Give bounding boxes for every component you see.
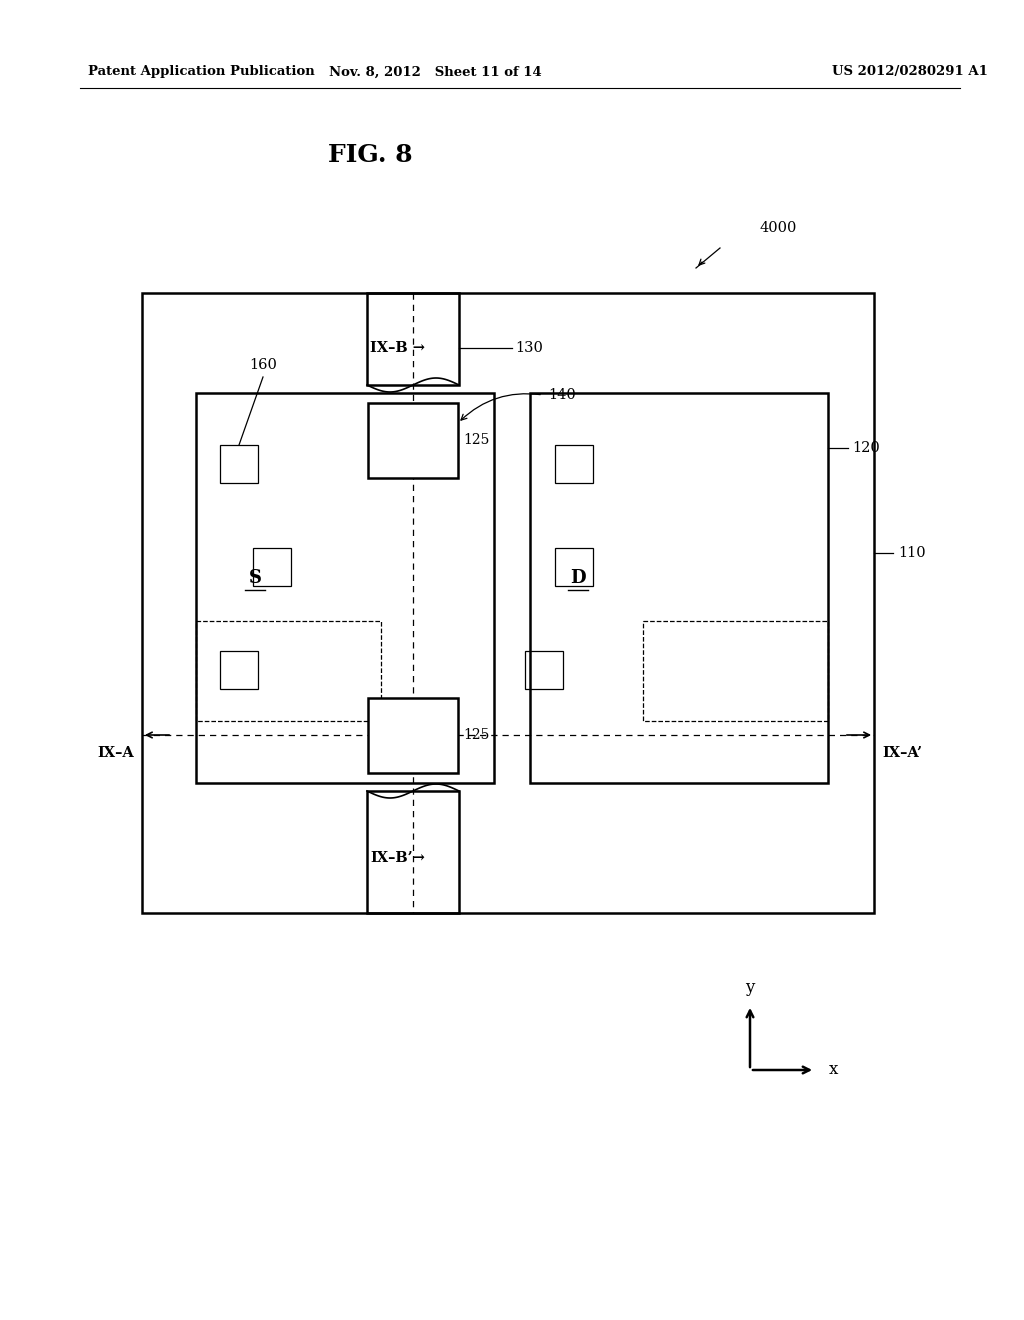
Text: x: x [828, 1061, 838, 1078]
Bar [196, 620, 381, 721]
Bar [525, 651, 563, 689]
Bar [530, 393, 828, 783]
Bar [368, 698, 458, 774]
Text: Patent Application Publication: Patent Application Publication [88, 66, 314, 78]
Text: IX–A’: IX–A’ [882, 746, 922, 760]
Text: 120: 120 [852, 441, 880, 455]
Text: 110: 110 [898, 546, 926, 561]
Bar [555, 445, 593, 483]
Text: 160: 160 [249, 358, 276, 372]
Text: 4000: 4000 [760, 220, 798, 235]
Bar [253, 548, 291, 586]
Text: 125: 125 [463, 433, 489, 447]
Text: D: D [570, 569, 586, 587]
Text: 125: 125 [463, 729, 489, 742]
Bar [367, 293, 459, 385]
Text: 130: 130 [515, 341, 543, 355]
Text: IX–A: IX–A [97, 746, 134, 760]
Bar [196, 393, 494, 783]
Text: US 2012/0280291 A1: US 2012/0280291 A1 [833, 66, 988, 78]
Text: y: y [745, 978, 755, 995]
Bar [643, 620, 828, 721]
Bar [220, 651, 258, 689]
Text: FIG. 8: FIG. 8 [328, 143, 413, 168]
Text: IX–B →: IX–B → [370, 341, 425, 355]
Text: Nov. 8, 2012   Sheet 11 of 14: Nov. 8, 2012 Sheet 11 of 14 [329, 66, 542, 78]
Bar [368, 403, 458, 478]
Text: S: S [249, 569, 261, 587]
Bar [367, 791, 459, 913]
Text: 140: 140 [548, 388, 575, 403]
Bar [220, 445, 258, 483]
Text: IX–B’→: IX–B’→ [370, 851, 425, 865]
Bar [142, 293, 874, 913]
Bar [555, 548, 593, 586]
